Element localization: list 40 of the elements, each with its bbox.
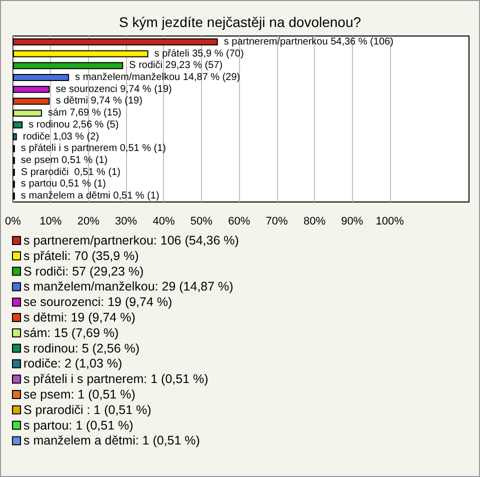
legend-label: s rodinou: 5 (2,56 %) [24, 341, 140, 356]
x-tick-label: 40% [152, 216, 175, 228]
category-label: rodiče 1,03 % (2) [22, 131, 100, 142]
chart-title: S kým jezdíte nejčastěji na dovolenou? [118, 14, 362, 30]
legend-label: s přáteli i s partnerem: 1 (0,51 %) [24, 372, 208, 386]
x-tick-label: 10% [40, 216, 62, 228]
category-label: s partou 0,51 % (1) [20, 178, 106, 190]
category-label: s manželem a dětmi 0,51 % (1) [20, 190, 160, 202]
x-tick-label: 100% [376, 216, 404, 228]
legend-label: s přáteli: 70 (35,9 %) [24, 248, 139, 263]
x-tick-label: 20% [77, 216, 100, 228]
category-label: s dětmi 9,74 % (19) [56, 96, 142, 107]
category-label: sám 7,69 % (15) [48, 108, 122, 119]
category-label: se psem 0,51 % (1) [20, 155, 108, 166]
legend-label: s manželem a dětmi: 1 (0,51 %) [24, 434, 200, 448]
x-tick-label: 80% [303, 216, 326, 228]
category-label: s rodinou 2,56 % (5) [28, 119, 119, 130]
legend-label: s partnerem/partnerkou: 106 (54,36 %) [24, 234, 239, 248]
category-label: s přáteli i s partnerem 0,51 % (1) [20, 143, 166, 154]
legend-label: s manželem/manželkou: 29 (14,87 %) [24, 280, 234, 294]
category-label: s manželem/manželkou 14,87 % (29) [75, 72, 240, 83]
legend-label: se sourozenci: 19 (9,74 %) [24, 295, 172, 310]
x-tick-label: 70% [266, 216, 288, 228]
x-tick-label: 60% [228, 216, 250, 228]
legend-label: S prarodiči : 1 (0,51 %) [24, 402, 152, 417]
category-label: S rodiči 29,23 % (57) [129, 60, 223, 72]
legend-label: S rodiči: 57 (29,23 %) [24, 264, 144, 278]
category-label: s partnerem/partnerkou 54,36 % (106) [224, 36, 394, 48]
legend-label: rodiče: 2 (1,03 %) [24, 356, 122, 371]
category-label: S prarodiči 0,51 % (1) [20, 166, 120, 178]
legend-label: sám: 15 (7,69 %) [24, 326, 119, 340]
x-tick-label: 30% [115, 216, 138, 228]
legend-label: s partou: 1 (0,51 %) [24, 418, 134, 432]
category-label: se sourozenci 9,74 % (19) [56, 84, 172, 95]
legend-label: se psem: 1 (0,51 %) [24, 388, 136, 402]
x-tick-label: 90% [341, 216, 364, 228]
legend-label: s dětmi: 19 (9,74 %) [24, 310, 136, 324]
x-tick-label: 0% [5, 216, 22, 228]
category-label: s přáteli 35,9 % (70) [154, 48, 244, 60]
x-tick-label: 50% [190, 216, 213, 228]
